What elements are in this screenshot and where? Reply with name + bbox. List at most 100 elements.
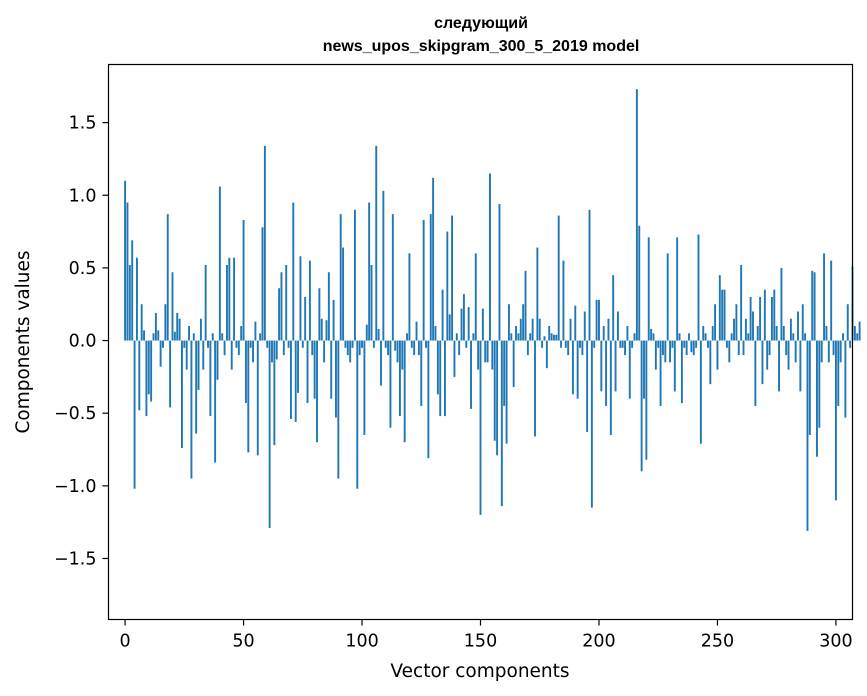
bar [448, 314, 451, 341]
bar [749, 296, 752, 341]
bar [624, 340, 626, 356]
bar [605, 340, 608, 406]
bar [640, 340, 643, 472]
bar [429, 214, 432, 341]
bar [304, 296, 307, 341]
bar [285, 265, 288, 341]
bar [344, 340, 347, 348]
bar [723, 289, 726, 341]
bar [531, 318, 534, 341]
bar [349, 340, 352, 363]
bar [846, 304, 849, 341]
bar [401, 340, 404, 370]
bar [792, 333, 795, 341]
bar [839, 340, 842, 363]
bar [837, 340, 840, 406]
bar [856, 333, 859, 341]
bar [451, 215, 454, 341]
bar [553, 334, 555, 341]
bar [126, 202, 129, 341]
bar [211, 333, 214, 341]
bar [143, 330, 145, 341]
bar [794, 340, 797, 363]
bar [744, 318, 747, 341]
bar [133, 340, 136, 489]
bar [346, 340, 349, 356]
bar [150, 340, 153, 402]
bar [825, 326, 828, 341]
bar [830, 260, 833, 341]
bar [316, 340, 318, 443]
bar [140, 304, 143, 341]
bar [444, 340, 446, 417]
bar [477, 340, 480, 370]
bar [157, 330, 160, 341]
bar [467, 307, 470, 341]
bar [247, 340, 250, 453]
bar [766, 340, 769, 370]
bar [768, 340, 771, 356]
bar [162, 340, 164, 348]
bar [465, 340, 468, 348]
bar [737, 340, 740, 356]
bar [199, 318, 202, 341]
bar [275, 340, 278, 360]
bar [680, 340, 683, 404]
bar [427, 340, 430, 459]
bar [690, 340, 693, 353]
bar [834, 340, 837, 501]
bar [503, 340, 506, 406]
bar [470, 340, 472, 409]
bar [600, 340, 603, 392]
bar [543, 336, 546, 341]
bar [235, 340, 238, 348]
bar [218, 186, 221, 341]
bar [486, 340, 489, 363]
bar [311, 340, 314, 356]
bar [384, 340, 387, 348]
x-axis-label: Vector components [390, 661, 569, 682]
bar [616, 311, 619, 341]
bar [282, 340, 285, 356]
bar [515, 326, 517, 341]
bar [721, 289, 724, 341]
bar [638, 225, 641, 341]
bar [662, 340, 664, 356]
bar [209, 340, 212, 417]
bar [192, 333, 195, 341]
bar [614, 340, 617, 392]
bar [145, 340, 148, 417]
bar [425, 340, 427, 348]
bar [462, 294, 465, 341]
bar [645, 340, 648, 460]
bar [773, 289, 776, 341]
bar [294, 340, 297, 422]
bar [785, 340, 788, 356]
bar [635, 89, 638, 341]
bar [555, 334, 558, 341]
bar [702, 326, 705, 341]
y-tick-label: 0.5 [69, 259, 97, 279]
bar [185, 340, 188, 370]
bar [389, 340, 392, 428]
bar [759, 296, 762, 341]
bar [725, 340, 728, 348]
y-tick-label: 0.0 [69, 332, 97, 352]
bar [541, 340, 544, 348]
bar [313, 340, 316, 399]
bar [747, 333, 750, 341]
bar [763, 289, 766, 341]
bar [308, 260, 311, 341]
bar [780, 267, 783, 341]
bar [752, 311, 754, 341]
bar [271, 340, 273, 363]
x-tick-label: 200 [582, 632, 615, 652]
x-tick-label: 0 [120, 632, 131, 652]
bar [365, 324, 368, 341]
bar [204, 265, 207, 341]
bar [228, 257, 231, 341]
bar [481, 308, 484, 341]
bar [813, 272, 816, 341]
bar [325, 320, 328, 341]
bar [441, 289, 444, 341]
